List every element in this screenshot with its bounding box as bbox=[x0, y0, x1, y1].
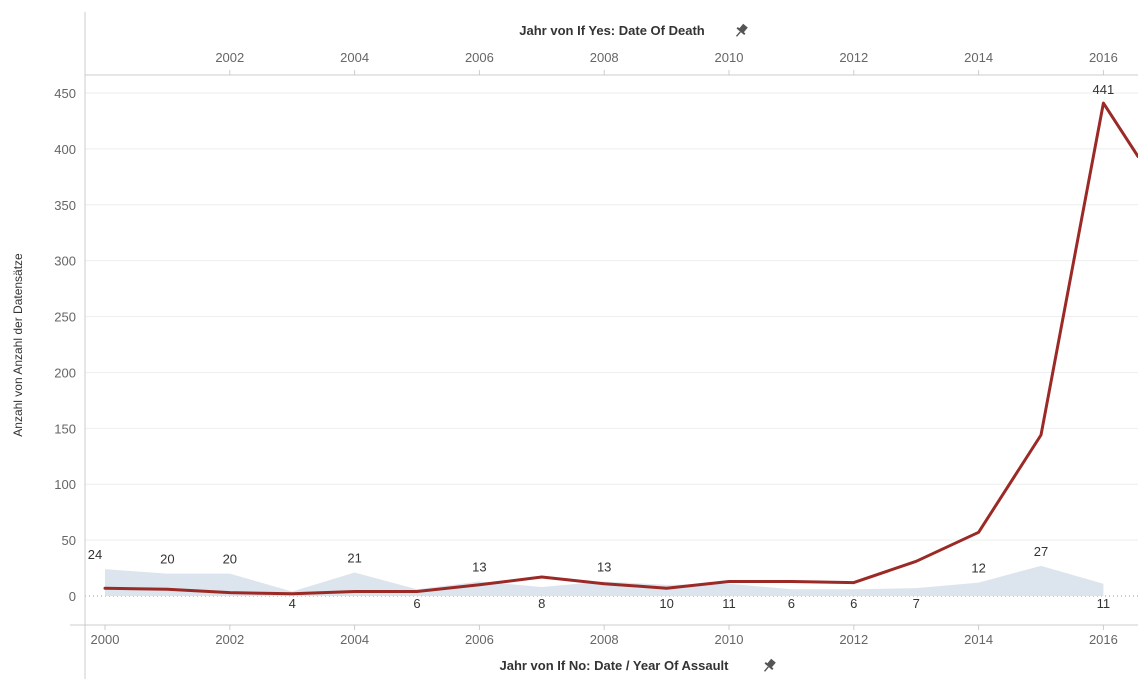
top-tick-label: 2010 bbox=[715, 50, 744, 65]
y-axis-title: Anzahl von Anzahl der Datensätze bbox=[11, 253, 25, 437]
data-labels: 441 24 20 20 4 21 6 13 8 13 10 11 6 6 7 12 27 11 bbox=[88, 82, 1114, 611]
y-tick-label: 350 bbox=[54, 198, 76, 213]
area-series bbox=[105, 565, 1104, 596]
y-tick-label: 50 bbox=[62, 533, 76, 548]
area-data-label: 21 bbox=[347, 551, 361, 566]
area-data-label: 12 bbox=[971, 561, 985, 576]
area-data-label: 10 bbox=[659, 596, 673, 611]
area-data-label: 11 bbox=[1097, 596, 1111, 611]
y-tick-label: 150 bbox=[54, 421, 76, 436]
area-data-label: 13 bbox=[472, 559, 486, 574]
area-data-label: 6 bbox=[413, 596, 420, 611]
top-tick-label: 2008 bbox=[590, 50, 619, 65]
y-tick-label: 300 bbox=[54, 254, 76, 269]
y-tick-label: 200 bbox=[54, 365, 76, 380]
area-data-label: 20 bbox=[223, 552, 237, 567]
top-axis-title: Jahr von If Yes: Date Of Death bbox=[519, 23, 704, 38]
bottom-tick-label: 2004 bbox=[340, 632, 369, 647]
bottom-tick-label: 2012 bbox=[839, 632, 868, 647]
pin-icon[interactable] bbox=[733, 22, 750, 39]
top-tick-label: 2002 bbox=[215, 50, 244, 65]
area-data-label: 8 bbox=[538, 596, 545, 611]
axes: 0 50 100 150 200 250 300 350 400 450 2002 2004 2006 2… bbox=[54, 12, 1138, 679]
y-tick-label: 100 bbox=[54, 477, 76, 492]
line-series bbox=[103, 101, 1138, 596]
area-data-label: 6 bbox=[788, 596, 795, 611]
gridlines bbox=[85, 92, 1138, 597]
top-tick-label: 2006 bbox=[465, 50, 494, 65]
area-data-label: 20 bbox=[160, 552, 174, 567]
bottom-tick-label: 2002 bbox=[215, 632, 244, 647]
top-tick-label: 2016 bbox=[1089, 50, 1118, 65]
y-tick-label: 0 bbox=[69, 589, 76, 604]
bottom-tick-label: 2008 bbox=[590, 632, 619, 647]
area-data-label: 11 bbox=[722, 596, 736, 611]
area-data-label: 6 bbox=[850, 596, 857, 611]
top-tick-label: 2004 bbox=[340, 50, 369, 65]
bottom-tick-label: 2000 bbox=[91, 632, 120, 647]
line-data-label: 441 bbox=[1093, 82, 1115, 97]
area-data-label: 27 bbox=[1034, 544, 1048, 559]
bottom-tick-label: 2016 bbox=[1089, 632, 1118, 647]
bottom-tick-label: 2010 bbox=[715, 632, 744, 647]
y-tick-label: 400 bbox=[54, 142, 76, 157]
y-tick-label: 450 bbox=[54, 86, 76, 101]
series-group bbox=[103, 101, 1138, 596]
y-tick-label: 250 bbox=[54, 310, 76, 325]
area-data-label: 4 bbox=[289, 596, 296, 611]
area-data-label: 13 bbox=[597, 559, 611, 574]
area-data-label: 7 bbox=[913, 596, 920, 611]
bottom-tick-label: 2014 bbox=[964, 632, 993, 647]
pin-icon[interactable] bbox=[761, 657, 778, 674]
bottom-tick-label: 2006 bbox=[465, 632, 494, 647]
top-tick-label: 2014 bbox=[964, 50, 993, 65]
bottom-axis-title: Jahr von If No: Date / Year Of Assault bbox=[499, 658, 729, 673]
area-data-label: 24 bbox=[88, 547, 102, 562]
top-tick-label: 2012 bbox=[839, 50, 868, 65]
